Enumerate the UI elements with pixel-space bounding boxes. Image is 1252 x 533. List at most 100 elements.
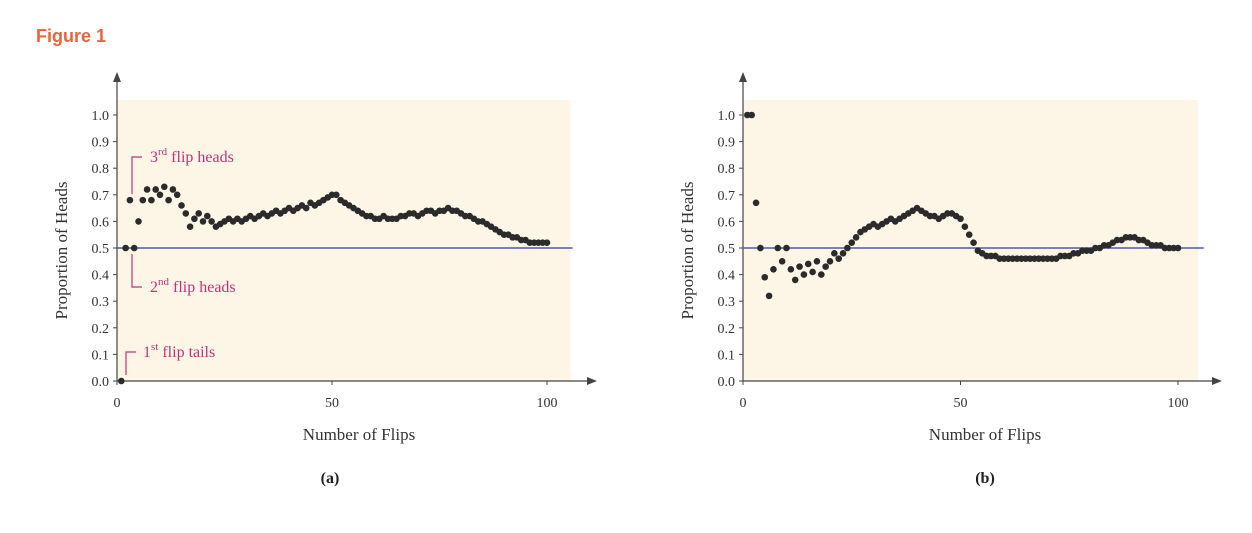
data-point xyxy=(965,231,973,238)
data-point xyxy=(848,239,856,246)
annotation-bracket xyxy=(131,254,142,288)
data-point xyxy=(208,218,215,225)
data-point xyxy=(126,196,134,204)
data-point xyxy=(752,199,760,207)
data-point xyxy=(844,244,851,252)
y-tick-label: 0.5 xyxy=(718,242,736,257)
data-point xyxy=(770,265,777,273)
data-point xyxy=(818,271,825,278)
data-point xyxy=(178,202,185,209)
y-tick-label: 0.3 xyxy=(718,295,736,310)
data-point xyxy=(809,268,816,276)
data-point xyxy=(800,271,808,278)
chart-panel-a: 0.0 0.1 0.2 0.3 0.4 0.5 0.6 0.7 0.8 0.9 1.0 0 50 100 N… xyxy=(52,72,597,487)
chart-panel-b: 0.0 0.1 0.2 0.3 0.4 0.5 0.6 0.7 0.8 0.9 1.0 0 50 100 N… xyxy=(678,72,1222,487)
y-tick-label: 0.8 xyxy=(92,162,110,177)
data-point xyxy=(835,255,842,262)
y-tick-label: 0.0 xyxy=(92,375,110,390)
y-tick-label: 0.9 xyxy=(92,136,110,151)
data-point xyxy=(186,223,194,231)
x-axis-arrow xyxy=(1212,377,1222,385)
data-point xyxy=(135,218,142,225)
data-point xyxy=(765,292,773,300)
y-tick-label: 0.4 xyxy=(718,269,736,284)
data-point xyxy=(796,263,803,270)
x-tick-label: 100 xyxy=(1168,396,1189,411)
y-tick-label: 0.1 xyxy=(718,348,736,363)
annotation-bracket xyxy=(125,351,136,375)
data-point xyxy=(813,258,821,265)
x-axis-title: Number of Flips xyxy=(303,425,415,444)
data-point xyxy=(778,258,786,265)
data-point xyxy=(156,191,164,199)
x-tick-label: 0 xyxy=(740,396,747,411)
data-point xyxy=(165,196,172,204)
data-point xyxy=(118,377,125,385)
y-axis-arrow xyxy=(739,72,747,82)
data-point xyxy=(787,265,795,273)
y-tick-label: 0.7 xyxy=(92,189,110,204)
data-point xyxy=(199,218,207,225)
data-point xyxy=(333,191,340,199)
y-tick-label: 0.1 xyxy=(92,348,110,363)
y-tick-label: 0.0 xyxy=(718,375,736,390)
annotation-label: 1st flip tails xyxy=(143,341,215,361)
x-axis-title: Number of Flips xyxy=(929,425,1041,444)
data-point xyxy=(139,196,147,204)
data-point xyxy=(774,244,782,252)
y-tick-label: 1.0 xyxy=(718,109,736,124)
y-tick-label: 0.3 xyxy=(92,295,110,310)
y-tick-label: 0.6 xyxy=(718,215,736,230)
data-point xyxy=(191,215,198,223)
data-point xyxy=(182,210,190,217)
data-point xyxy=(130,244,138,252)
data-point xyxy=(204,212,211,220)
data-point xyxy=(143,186,151,193)
y-tick-label: 0.4 xyxy=(92,269,110,284)
y-tick-label: 1.0 xyxy=(92,109,110,124)
data-point xyxy=(804,260,812,268)
data-point xyxy=(195,210,202,217)
x-axis-arrow xyxy=(587,377,597,385)
annotation-bracket xyxy=(131,156,142,195)
data-point xyxy=(1174,244,1182,252)
figure-label: Figure 1 xyxy=(36,26,107,46)
y-tick-label: 0.7 xyxy=(718,189,736,204)
data-point xyxy=(543,239,551,246)
y-tick-label: 0.9 xyxy=(718,136,736,151)
data-point xyxy=(173,191,181,199)
x-tick-label: 100 xyxy=(537,396,558,411)
panel-label: (a) xyxy=(321,470,340,487)
data-point xyxy=(822,263,829,270)
data-point xyxy=(148,196,155,204)
data-point xyxy=(122,244,129,252)
x-tick-label: 50 xyxy=(954,396,968,411)
data-point xyxy=(791,276,799,284)
y-axis-title: Proportion of Heads xyxy=(678,182,697,320)
data-point xyxy=(826,258,834,265)
panel-label: (b) xyxy=(975,470,995,487)
data-point xyxy=(169,186,177,193)
data-point xyxy=(970,239,977,246)
data-point xyxy=(161,183,168,191)
data-point xyxy=(783,244,790,252)
data-point xyxy=(748,111,755,119)
y-tick-label: 0.5 xyxy=(92,242,110,257)
data-point xyxy=(757,244,764,252)
data-point xyxy=(852,234,860,241)
y-tick-label: 0.6 xyxy=(92,215,110,230)
plot-background xyxy=(117,100,570,381)
data-point xyxy=(302,204,310,212)
data-point xyxy=(831,250,838,257)
data-point xyxy=(839,250,847,257)
data-point xyxy=(957,215,964,223)
x-tick-label: 50 xyxy=(325,396,339,411)
y-tick-label: 0.2 xyxy=(92,322,110,337)
data-point xyxy=(152,186,159,193)
data-point xyxy=(961,223,969,231)
y-axis-title: Proportion of Heads xyxy=(52,182,71,320)
annotation-label: 3rd flip heads xyxy=(150,146,234,166)
x-tick-label: 0 xyxy=(114,396,121,411)
data-point xyxy=(761,273,769,281)
y-axis-arrow xyxy=(113,72,121,82)
